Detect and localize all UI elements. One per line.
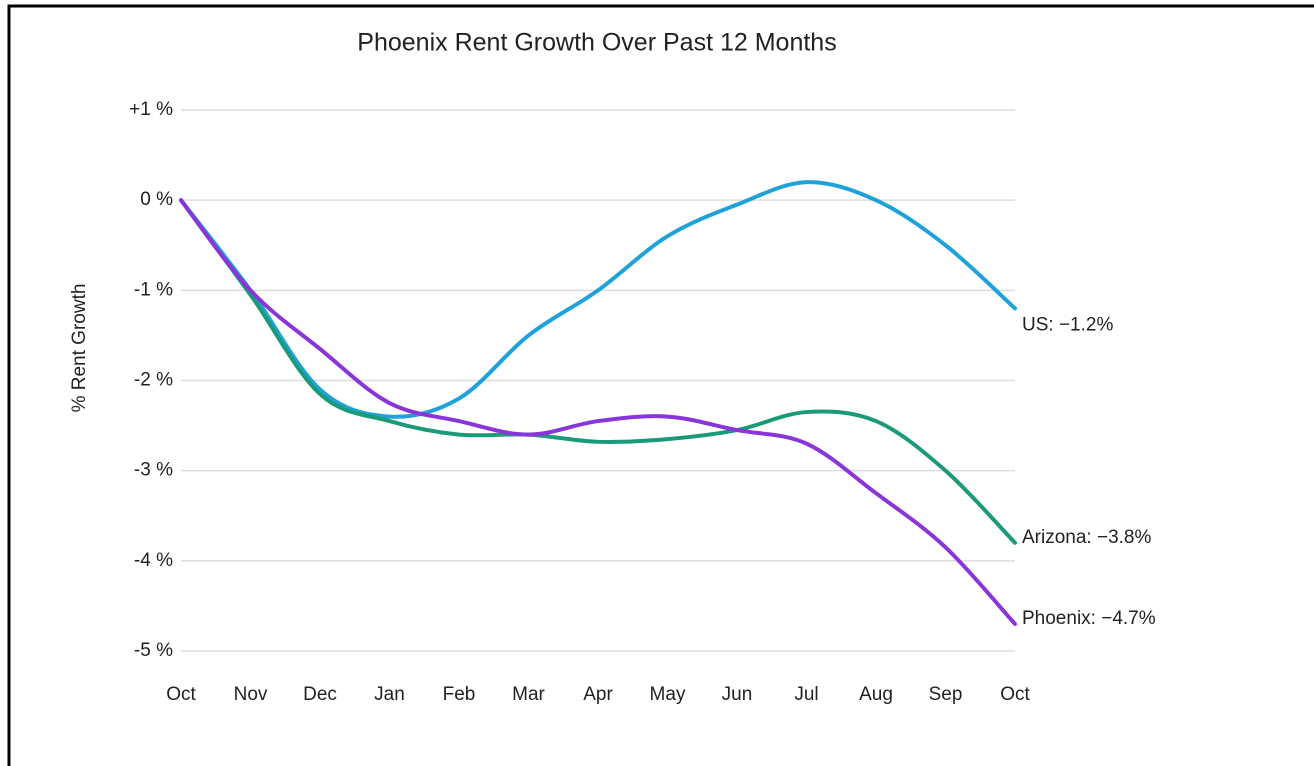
x-tick-label: Aug [859, 684, 893, 705]
frame [7, 4, 1314, 766]
x-tick-label: Sep [929, 684, 963, 705]
series-line [179, 180, 1017, 419]
y-tick-label: -1 % [134, 279, 173, 300]
x-tick-label: Jun [722, 684, 753, 705]
x-tick-label: Nov [234, 684, 268, 705]
x-tick-label: Feb [443, 684, 476, 705]
y-axis-label: % Rent Growth [69, 284, 90, 413]
x-tick-label: Jan [374, 684, 405, 705]
y-tick-label: 0 % [140, 189, 173, 210]
series-line [179, 198, 1017, 545]
x-tick-label: Oct [166, 684, 196, 705]
x-tick-label: Mar [512, 684, 545, 705]
chart-title: Phoenix Rent Growth Over Past 12 Months [357, 29, 836, 57]
x-tick-label: Dec [303, 684, 337, 705]
series-line [179, 198, 1017, 626]
x-tick-label: Oct [1000, 684, 1030, 705]
x-tick-label: Jul [794, 684, 818, 705]
end-label: Phoenix: −4.7% [1022, 608, 1156, 629]
x-tick-label: May [650, 684, 686, 705]
y-tick-label: +1 % [129, 99, 173, 120]
x-tick-label: Apr [583, 684, 613, 705]
y-tick-label: -4 % [134, 550, 173, 571]
y-tick-label: -5 % [134, 640, 173, 661]
y-tick-label: -2 % [134, 370, 173, 391]
end-label: Arizona: −3.8% [1022, 527, 1151, 548]
end-label: US: −1.2% [1022, 314, 1113, 335]
y-tick-label: -3 % [134, 460, 173, 481]
